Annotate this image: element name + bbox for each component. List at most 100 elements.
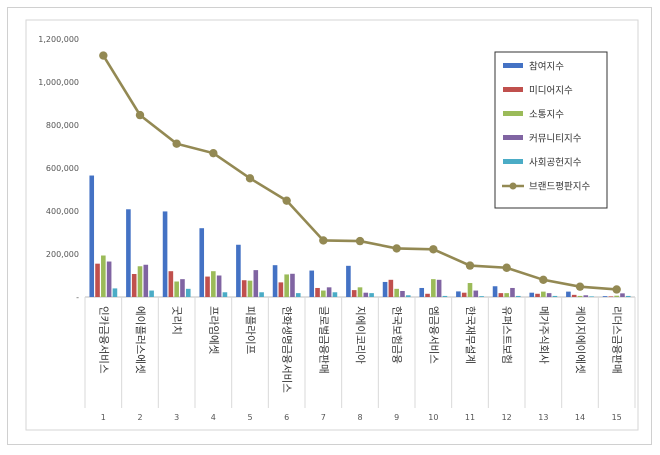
bar-소통지수 <box>467 283 473 297</box>
bar-사회공헌지수 <box>149 290 154 297</box>
brand-reputation-chart: - 200,000 400,000 600,000 800,000 1,000,000 1,… <box>25 19 639 431</box>
bar-커뮤니티지수 <box>326 287 332 297</box>
line-point-브랜드평판지수 <box>575 282 585 291</box>
line-point-브랜드평판지수 <box>135 110 145 120</box>
x-category-label: 굿리치 <box>171 306 183 335</box>
x-rank-label: 12 <box>502 413 512 422</box>
bar-미디어지수 <box>571 294 577 297</box>
bar-커뮤니티지수 <box>106 261 112 297</box>
x-rank-label: 1 <box>101 413 106 422</box>
x-rank-label: 2 <box>137 413 142 422</box>
bar-커뮤니티지수 <box>253 270 259 297</box>
bar-소통지수 <box>614 295 619 297</box>
bar-소통지수 <box>247 280 253 297</box>
bar-참여지수 <box>346 265 351 297</box>
bar-미디어지수 <box>168 271 174 297</box>
bar-참여지수 <box>272 265 278 297</box>
legend-label: 소통지수 <box>529 110 564 121</box>
bar-미디어지수 <box>95 263 100 297</box>
x-category-label: 에이플러스에셋 <box>134 306 146 374</box>
x-category-label: 인카금융서비스 <box>97 306 109 374</box>
line-point-브랜드평판지수 <box>465 261 475 270</box>
bar-커뮤니티지수 <box>546 293 552 297</box>
legend-marker-브랜드평판지수 <box>509 182 517 190</box>
legend-label: 참여지수 <box>529 61 564 73</box>
bar-커뮤니티지수 <box>400 290 405 297</box>
line-point-브랜드평판지수 <box>99 51 108 60</box>
bar-커뮤니티지수 <box>473 290 479 297</box>
line-point-브랜드평판지수 <box>502 263 511 272</box>
bar-미디어지수 <box>608 296 614 297</box>
bar-사회공헌지수 <box>369 293 374 297</box>
plot-border <box>25 19 639 431</box>
y-tick-label: 600,000 <box>46 164 79 173</box>
bar-커뮤니티지수 <box>363 292 369 297</box>
bar-소통지수 <box>137 266 143 297</box>
line-point-브랜드평판지수 <box>209 148 218 158</box>
x-rank-label: 6 <box>284 413 289 422</box>
bar-참여지수 <box>89 175 95 297</box>
line-point-브랜드평판지수 <box>245 174 255 183</box>
bar-참여지수 <box>529 292 535 297</box>
bar-소통지수 <box>394 288 399 297</box>
x-rank-label: 3 <box>174 413 179 422</box>
x-category-label: 한국보험금융 <box>391 306 403 364</box>
legend-label: 사회공헌지수 <box>529 158 582 169</box>
x-rank-label: 9 <box>394 413 399 422</box>
y-tick-label: 400,000 <box>46 207 79 216</box>
bar-소통지수 <box>101 255 106 297</box>
bar-커뮤니티지수 <box>216 275 222 297</box>
bar-미디어지수 <box>205 276 210 297</box>
bar-커뮤니티지수 <box>583 295 589 297</box>
bar-사회공헌지수 <box>405 295 411 297</box>
x-category-label: 한국재무설계 <box>464 306 476 364</box>
bar-소통지수 <box>321 290 326 297</box>
bar-미디어지수 <box>315 287 320 297</box>
bar-소통지수 <box>357 287 363 297</box>
bar-미디어지수 <box>351 290 357 297</box>
bar-미디어지수 <box>498 293 504 297</box>
x-rank-label: 5 <box>247 413 252 422</box>
bar-사회공헌지수 <box>552 295 558 297</box>
bar-참여지수 <box>492 286 498 297</box>
bar-커뮤니티지수 <box>290 273 295 297</box>
bar-소통지수 <box>504 293 509 297</box>
y-tick-label: - <box>76 293 79 302</box>
x-rank-label: 11 <box>465 413 475 422</box>
bar-사회공헌지수 <box>185 288 191 297</box>
bar-미디어지수 <box>535 293 540 297</box>
bar-커뮤니티지수 <box>510 287 515 297</box>
line-point-브랜드평판지수 <box>319 236 328 245</box>
bar-참여지수 <box>456 291 461 297</box>
x-rank-label: 7 <box>321 413 326 422</box>
bar-미디어지수 <box>388 279 394 297</box>
bar-소통지수 <box>211 271 216 297</box>
x-category-label: 프라임에셋 <box>207 306 220 355</box>
x-category-label: 리더스금융판매 <box>611 306 623 374</box>
x-rank-label: 13 <box>538 413 548 422</box>
legend-box <box>494 51 608 209</box>
bar-사회공헌지수 <box>515 295 521 297</box>
bar-미디어지수 <box>278 282 284 297</box>
x-rank-label: 15 <box>612 413 622 422</box>
bar-사회공헌지수 <box>332 292 338 297</box>
bar-사회공헌지수 <box>442 295 448 297</box>
y-tick-label: 1,200,000 <box>38 35 79 44</box>
bar-미디어지수 <box>131 273 137 297</box>
plot-area: - 200,000 400,000 600,000 800,000 1,000,000 1,… <box>38 35 636 422</box>
legend-swatch-소통지수 <box>503 111 523 116</box>
bar-소통지수 <box>174 281 179 297</box>
bar-소통지수 <box>284 274 289 297</box>
bar-미디어지수 <box>241 280 247 297</box>
bar-사회공헌지수 <box>112 288 118 297</box>
x-rank-label: 14 <box>575 413 585 422</box>
x-category-label: 유퍼스트보험 <box>501 306 513 364</box>
legend-swatch-참여지수 <box>503 63 523 68</box>
bar-참여지수 <box>309 270 315 297</box>
legend-label: 미디어지수 <box>529 86 573 97</box>
x-category-label: 메가주식회사 <box>537 306 549 364</box>
bar-참여지수 <box>199 228 205 297</box>
x-category-label: 케이지에이에셋 <box>574 306 586 374</box>
bar-소통지수 <box>577 295 583 297</box>
